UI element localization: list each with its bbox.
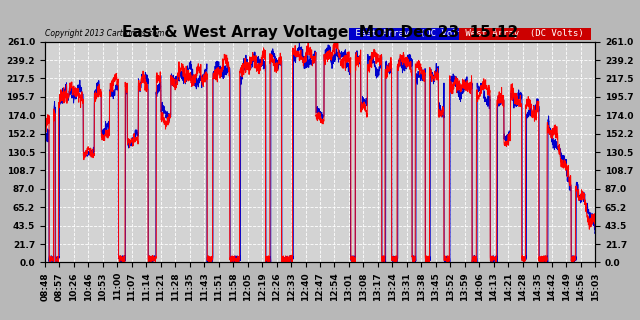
- Text: Copyright 2013 Cartronics.com: Copyright 2013 Cartronics.com: [45, 29, 164, 38]
- Text: West Array  (DC Volts): West Array (DC Volts): [460, 29, 589, 38]
- Text: East Array  (DC Volts): East Array (DC Volts): [350, 29, 479, 38]
- Title: East & West Array Voltage  Mon Dec 23  15:12: East & West Array Voltage Mon Dec 23 15:…: [122, 25, 518, 40]
